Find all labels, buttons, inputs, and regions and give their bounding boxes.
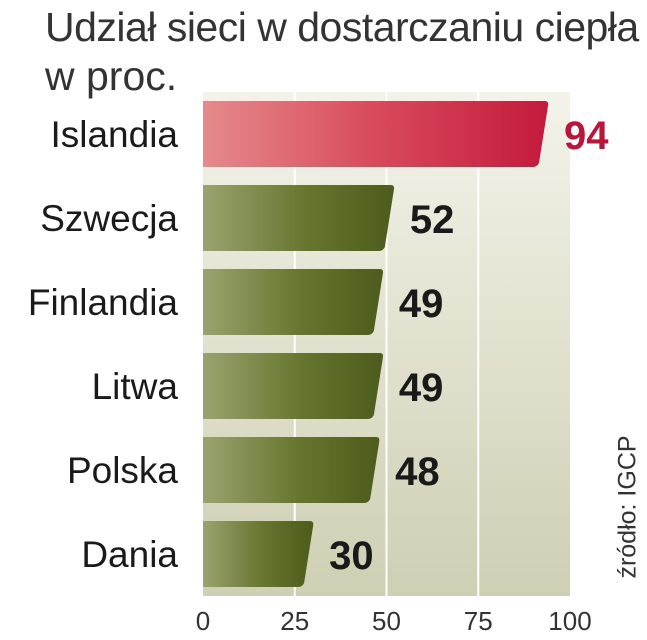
bar-polska — [203, 437, 380, 503]
value-label: 30 — [329, 534, 374, 578]
value-label: 94 — [564, 114, 609, 158]
x-tick-label: 50 — [372, 606, 401, 636]
category-label: Litwa — [92, 366, 179, 407]
category-label: Finlandia — [28, 282, 179, 323]
x-tick-label: 75 — [464, 606, 493, 636]
category-label: Polska — [67, 450, 178, 491]
chart-unit: w proc. — [45, 53, 178, 99]
bar-finlandia — [203, 269, 384, 335]
x-tick-label: 0 — [196, 606, 210, 636]
value-label: 52 — [410, 198, 455, 242]
category-label: Islandia — [50, 114, 178, 155]
category-label: Szwecja — [40, 198, 178, 239]
value-label: 49 — [399, 366, 444, 410]
bar-islandia — [203, 101, 549, 167]
bar-szwecja — [203, 185, 395, 251]
value-label: 49 — [399, 282, 444, 326]
x-tick-label: 100 — [548, 606, 591, 636]
bar-dania — [203, 521, 314, 587]
bar-litwa — [203, 353, 384, 419]
x-tick-label: 25 — [280, 606, 309, 636]
value-label: 48 — [395, 450, 440, 494]
category-label: Dania — [81, 534, 178, 575]
chart-title: Udział sieci w dostarczaniu ciepła — [45, 4, 639, 50]
